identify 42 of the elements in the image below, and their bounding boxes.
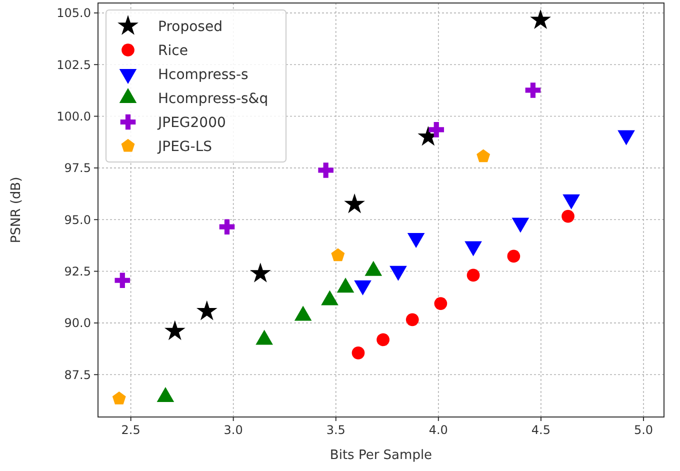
y-tick-label: 102.5: [56, 58, 91, 72]
legend-label: Hcompress-s: [158, 66, 248, 83]
x-tick-label: 5.0: [634, 423, 654, 437]
x-tick-label: 2.5: [121, 423, 140, 437]
x-tick-label: 3.5: [326, 423, 346, 437]
x-tick-label: 3.0: [224, 423, 243, 437]
point: [318, 162, 334, 178]
point: [406, 313, 419, 326]
y-tick-label: 100.0: [56, 109, 91, 124]
point: [219, 219, 235, 234]
legend-label: Rice: [158, 42, 188, 59]
point: [114, 272, 130, 288]
point: [434, 297, 448, 310]
x-axis-title: Bits Per Sample: [330, 448, 432, 463]
y-tick-label: 87.5: [64, 368, 91, 382]
legend-label: JPEG2000: [157, 114, 226, 131]
legend-label: Hcompress-s&q: [158, 90, 268, 107]
x-tick-label: 4.0: [428, 423, 448, 437]
point: [562, 210, 574, 223]
point: [331, 248, 345, 262]
y-tick-label: 90.0: [64, 316, 91, 330]
point: [507, 250, 520, 263]
legend-label: Proposed: [158, 18, 222, 35]
y-tick-label: 95.0: [64, 212, 91, 227]
point: [525, 82, 541, 98]
y-tick-label: 97.5: [64, 161, 91, 176]
point: [344, 193, 365, 214]
legend-label: JPEG-LS: [157, 138, 212, 155]
point: [530, 9, 551, 30]
y-tick-label: 105.0: [56, 6, 91, 20]
point: [466, 268, 480, 282]
point: [476, 149, 490, 162]
point: [250, 262, 271, 282]
point: [376, 333, 390, 346]
y-axis-title: PSNR (dB): [9, 176, 24, 244]
point: [164, 320, 186, 340]
point: [428, 122, 444, 138]
x-tick-label: 4.5: [531, 423, 551, 437]
point: [352, 346, 365, 360]
point: [196, 300, 218, 320]
point: [112, 392, 126, 404]
y-tick-label: 92.5: [64, 264, 91, 278]
